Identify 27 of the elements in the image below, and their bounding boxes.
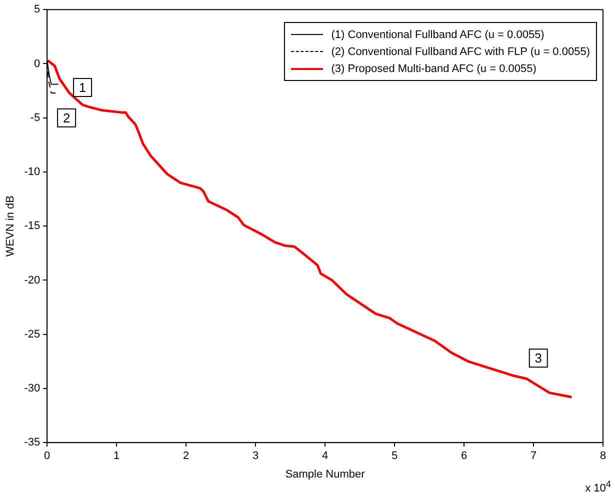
y-tick-label: -30 — [24, 382, 40, 395]
x-tick-label: 2 — [183, 450, 190, 462]
x-tick-label: 0 — [44, 450, 50, 462]
annotation: 3 — [534, 350, 542, 366]
legend-label: (1) Conventional Fullband AFC (u = 0.0055) — [331, 28, 544, 40]
x-axis-title: Sample Number — [285, 468, 366, 480]
x-tick-label: 3 — [252, 450, 259, 462]
y-tick-label: -5 — [30, 112, 40, 124]
x-tick-label: 8 — [600, 450, 606, 462]
y-tick-label: -25 — [24, 328, 40, 340]
y-tick-label: -35 — [24, 436, 40, 449]
x-tick-label: 6 — [460, 450, 468, 462]
annotation: 2 — [62, 110, 70, 126]
y-tick-label: 0 — [34, 58, 40, 70]
x-tick-label: 5 — [391, 450, 398, 462]
x-tick-label: 1 — [114, 450, 120, 462]
x-tick-label: 4 — [322, 450, 328, 462]
text: x 10$^{4}$ — [585, 479, 611, 495]
x-tick-label: 7 — [530, 450, 537, 462]
legend-label: (3) Proposed Multi-band AFC (u = 0.0055) — [331, 62, 536, 74]
y-tick-label: -20 — [24, 274, 40, 286]
y-tick-label: -10 — [24, 166, 40, 178]
annotation: 1 — [78, 80, 86, 96]
y-tick-label: -15 — [24, 220, 40, 232]
legend-label: (2) Conventional Fullband AFC with FLP (u = 0.0055) — [331, 46, 590, 58]
y-axis-title: WEVN in dB — [4, 196, 17, 257]
y-tick-label: 5 — [34, 4, 40, 16]
